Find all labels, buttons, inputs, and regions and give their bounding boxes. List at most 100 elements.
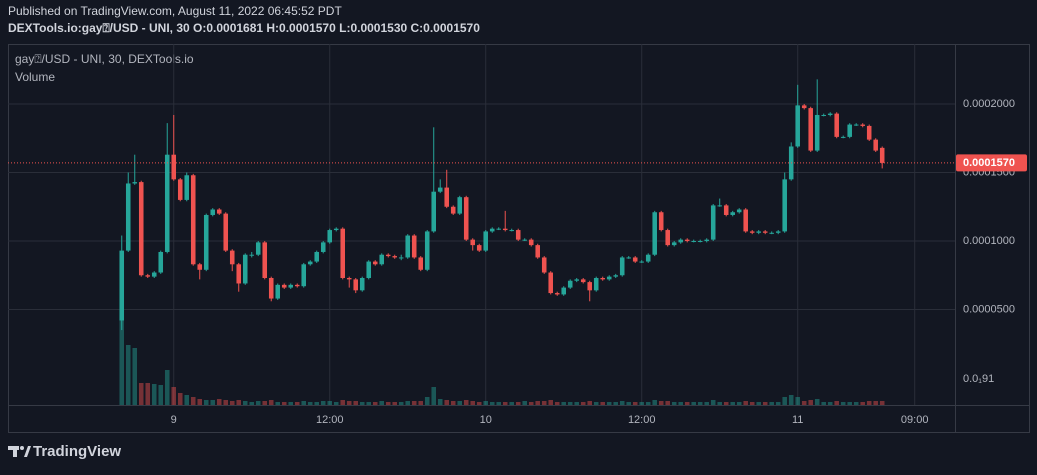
volume-bar [866, 401, 872, 405]
last-price-label: 0.0001570 [963, 157, 1015, 169]
volume-bar [327, 401, 333, 405]
volume-bar [697, 402, 703, 405]
volume-bar [873, 401, 878, 405]
volume-bar [236, 400, 242, 405]
candle-body [184, 175, 190, 200]
volume-bar [463, 400, 469, 405]
volume-bar [639, 402, 644, 405]
volume-bar [515, 402, 521, 405]
volume-bar [554, 402, 560, 405]
candle-body [177, 179, 183, 200]
volume-bar [346, 401, 352, 405]
candle-body [866, 125, 872, 140]
candle-body [294, 284, 300, 287]
volume-bar [379, 401, 385, 405]
candle-body [444, 187, 450, 207]
volume-bar [392, 402, 398, 405]
volume-bar [223, 400, 229, 405]
logo-part [13, 446, 17, 457]
volume-bar [834, 401, 839, 405]
volume-bar [255, 401, 261, 405]
logo-part [24, 446, 31, 457]
volume-bar [762, 402, 768, 405]
y-tick-label: 0.0000500 [963, 303, 1015, 315]
candle-body [340, 228, 346, 278]
volume-bar [808, 400, 813, 405]
candle-body [405, 235, 411, 258]
candle-body [821, 114, 826, 116]
volume-bar [249, 402, 255, 405]
candle-body [463, 197, 469, 240]
candle-body [827, 113, 833, 115]
candle-body [483, 231, 488, 251]
volume-bar [359, 402, 365, 405]
candle-body [457, 197, 463, 214]
volume-bar [782, 397, 787, 405]
volume-bar [788, 395, 794, 405]
logo [8, 446, 31, 457]
candle-body [411, 235, 417, 258]
volume-bar [496, 402, 501, 405]
candle-body [229, 250, 235, 265]
candle-body [743, 209, 748, 232]
volume-bar [561, 402, 566, 405]
volume-bar [652, 400, 657, 405]
candle-body [775, 231, 781, 233]
volume-bar [710, 400, 716, 405]
volume-bar [548, 400, 553, 405]
candle-body [171, 154, 177, 180]
candle-body [717, 205, 722, 207]
candle-body [619, 257, 625, 276]
volume-bar [619, 401, 625, 405]
candle-body [450, 206, 456, 214]
candle-body [164, 154, 170, 252]
volume-bar [307, 402, 313, 405]
volume-bar [119, 315, 125, 405]
candle-body [418, 257, 424, 270]
candle-body [684, 239, 690, 242]
volume-bar [730, 402, 735, 405]
candle-body [236, 264, 242, 284]
candle-body [795, 105, 800, 147]
published-line: Published on TradingView.com, August 11,… [8, 4, 342, 18]
volume-bar [840, 402, 846, 405]
pane-frame [8, 44, 1030, 433]
volume-bar [171, 387, 177, 405]
volume-bar [288, 402, 294, 405]
candle-body [860, 124, 865, 126]
candle-body [132, 182, 138, 184]
candle-body [710, 205, 716, 240]
volume-bar [795, 397, 800, 405]
candle-body [424, 231, 430, 270]
candle-body [255, 242, 261, 255]
y-tick-label: 0.0001000 [963, 235, 1015, 247]
volume-bar [132, 348, 138, 405]
candle-body [509, 230, 514, 232]
candle-body [671, 242, 677, 246]
volume-bar [587, 401, 592, 405]
volume-bar [528, 402, 534, 405]
volume-bar [502, 402, 508, 405]
candle-body [847, 124, 852, 137]
volume-bar [522, 401, 527, 405]
axis-note: 0.0₁91 [963, 373, 994, 385]
volume-bar [470, 401, 476, 405]
candle-body [801, 105, 807, 109]
volume-bar [385, 402, 391, 405]
candle-body [307, 261, 313, 265]
candle-body [639, 261, 644, 263]
volume-bar [645, 402, 651, 405]
symbol-line: DEXTools.io:gay⍰/USD - UNI, 30 O:0.00016… [8, 21, 480, 35]
x-tick-label: 10 [480, 414, 492, 426]
volume-bar [405, 401, 411, 405]
volume-bar [723, 402, 729, 405]
candle-body [554, 293, 560, 295]
candle-body [242, 254, 248, 284]
volume-bar [457, 401, 463, 405]
x-tick-label: 09:00 [901, 414, 929, 426]
candle-body [288, 284, 294, 288]
candle-body [190, 175, 196, 265]
candle-body [320, 242, 326, 252]
